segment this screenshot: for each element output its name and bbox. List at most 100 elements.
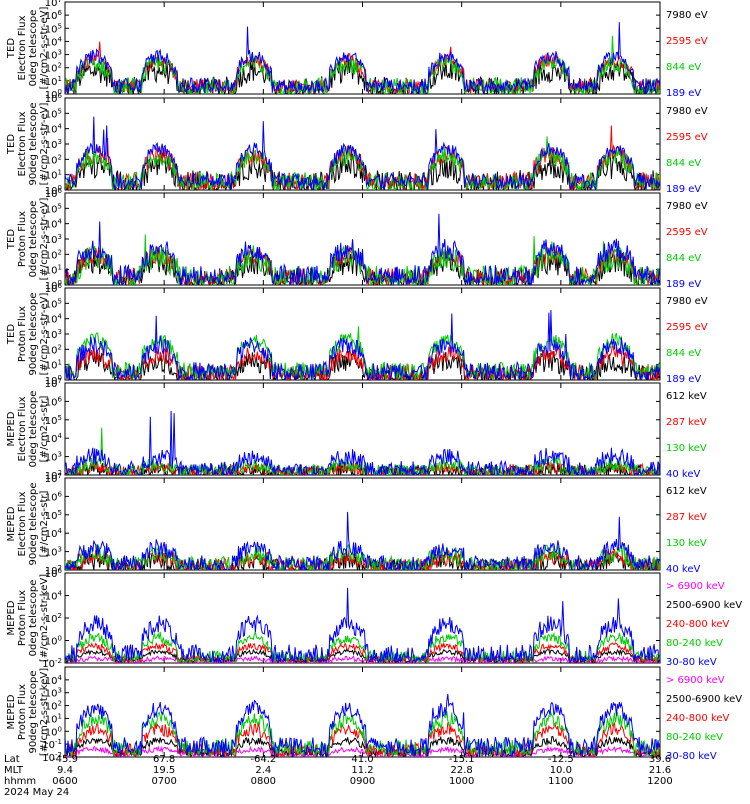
legend-entry: 844 eV — [666, 158, 701, 169]
series-line — [65, 745, 660, 757]
legend-entry: 189 eV — [666, 279, 701, 290]
plot-frame — [64, 572, 661, 664]
x-tick-label: 0800 — [251, 776, 276, 787]
y-tick-label: 103 — [45, 328, 62, 341]
y-tick-label: 105 — [45, 107, 62, 120]
y-tick-label: 102 — [45, 612, 62, 625]
legend-entry: 189 eV — [666, 184, 701, 195]
legend-entry: > 6900 keV — [666, 675, 725, 686]
legend-entry: 2595 eV — [666, 36, 708, 47]
y-tick-label: 103 — [45, 546, 62, 559]
y-tick-label: 101 — [45, 359, 62, 372]
y-axis-label: MEPEDProton Flux90deg telescope[#/cm2-s-… — [6, 668, 50, 756]
x-axis-rows: Lat -45.9 67.8 -64.2 41.0 -15.1 -12.5 39.6 MLT 9.… — [4, 754, 673, 798]
x-tick-label: -64.2 — [250, 754, 276, 765]
legend-entry: 287 keV — [666, 512, 707, 523]
y-tick-label: 103 — [45, 687, 62, 700]
x-tick-label: 21.6 — [649, 765, 671, 776]
y-tick-label: 10-2 — [42, 751, 62, 764]
y-tick-label: 107 — [45, 472, 62, 485]
x-row-label: MLT — [4, 765, 24, 776]
legend-entry: 2500-6900 keV — [666, 694, 742, 705]
series-line — [65, 511, 660, 570]
y-tick-label: 103 — [45, 49, 62, 62]
y-axis-label: MEPEDElectron Flux0deg telescope[#/cm2-s… — [6, 391, 50, 468]
series-line — [65, 234, 660, 285]
series-line — [65, 213, 660, 285]
y-tick-label: 106 — [45, 92, 63, 105]
series-line — [65, 309, 660, 380]
series-line — [65, 735, 660, 757]
series-line — [65, 587, 660, 663]
y-tick-label: 105 — [45, 509, 62, 522]
y-tick-label: 104 — [45, 123, 63, 136]
y-tick-label: 102 — [45, 248, 62, 261]
legend-entry: 30-80 keV — [666, 657, 717, 668]
y-tick-label: 102 — [45, 153, 62, 166]
x-tick-label: 0600 — [52, 776, 77, 787]
legend-entry: 240-800 keV — [666, 713, 730, 724]
y-tick-label: 10-1 — [42, 738, 62, 751]
legend-entry: 2595 eV — [666, 227, 708, 238]
x-tick-label: 2.4 — [255, 765, 271, 776]
legend-entry: 844 eV — [666, 62, 701, 73]
y-tick-label: 107 — [45, 377, 62, 390]
legend-entry: 130 keV — [666, 443, 707, 454]
x-tick-label: 1200 — [647, 776, 672, 787]
y-tick-label: 101 — [45, 264, 62, 277]
x-row-label: hhmm — [4, 776, 36, 787]
date-label: 2024 May 24 — [4, 787, 69, 798]
y-axis-label: TEDProton Flux0deg telescope[#/cm2-s-str… — [6, 198, 50, 281]
y-tick-label: 101 — [45, 169, 62, 182]
x-tick-label: 22.8 — [451, 765, 473, 776]
legend-entry: 130 keV — [666, 538, 707, 549]
x-tick-label: 0700 — [151, 776, 176, 787]
legend-entry: 80-240 keV — [666, 638, 723, 649]
legend-entry: 287 keV — [666, 417, 707, 428]
x-tick-label: -15.1 — [449, 754, 475, 765]
legend-entry: 189 eV — [666, 374, 701, 385]
series-line — [65, 22, 660, 94]
y-tick-label: 105 — [45, 297, 62, 310]
x-row-label: Lat — [4, 754, 20, 765]
legend-entry: 844 eV — [666, 253, 701, 264]
y-tick-label: 101 — [45, 712, 62, 725]
y-tick-label: 102 — [45, 469, 62, 482]
legend-entry: 2595 eV — [666, 322, 708, 333]
y-tick-label: 103 — [45, 233, 62, 246]
y-axis-label: MEPEDElectron Flux90deg telescope[#/cm2-… — [6, 482, 50, 565]
series-line — [65, 410, 660, 475]
x-tick-label: -12.5 — [548, 754, 574, 765]
y-tick-label: 106 — [45, 187, 63, 200]
y-tick-label: 104 — [45, 590, 63, 603]
legend-entry: 7980 eV — [666, 10, 708, 21]
legend-entry: > 6900 keV — [666, 581, 725, 592]
y-tick-label: 106 — [45, 567, 63, 580]
legend-entry: 189 eV — [666, 88, 701, 99]
y-axis-label: TEDElectron Flux90deg telescope[#/cm2-s-… — [6, 102, 50, 185]
y-tick-label: 10-2 — [42, 657, 62, 670]
y-tick-label: 105 — [45, 202, 62, 215]
y-tick-label: 102 — [45, 343, 62, 356]
y-tick-label: 105 — [45, 414, 62, 427]
series-line — [65, 116, 660, 190]
y-tick-label: 103 — [45, 138, 62, 151]
series-line — [65, 427, 660, 475]
y-tick-label: 105 — [45, 22, 62, 35]
x-tick-label: 1100 — [548, 776, 573, 787]
legend-entry: 7980 eV — [666, 106, 708, 117]
x-tick-label: -45.9 — [52, 754, 78, 765]
x-tick-label: 9.4 — [57, 765, 73, 776]
y-tick-label: 104 — [45, 527, 63, 540]
series-line — [65, 710, 660, 757]
y-tick-label: 100 — [45, 635, 62, 648]
legend-entry: 80-240 keV — [666, 732, 723, 743]
y-axis-label: TEDProton Flux90deg telescope[#/cm2-s-st… — [6, 292, 50, 375]
x-tick-label: 0900 — [350, 776, 375, 787]
